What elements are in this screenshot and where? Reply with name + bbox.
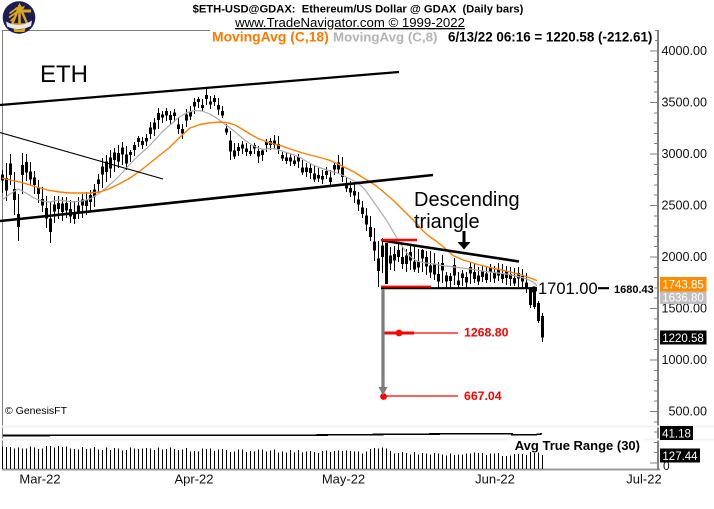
svg-text:127.44: 127.44 [662, 451, 698, 463]
svg-text:3000.00: 3000.00 [661, 147, 707, 161]
svg-text:© GenesisFT: © GenesisFT [5, 405, 68, 417]
svg-text:667.04: 667.04 [464, 389, 502, 403]
svg-text:ETH: ETH [40, 61, 88, 88]
svg-text:Apr-22: Apr-22 [174, 472, 213, 487]
svg-text:500.00: 500.00 [668, 405, 707, 419]
svg-text:1000.00: 1000.00 [661, 353, 707, 367]
svg-text:Jun-22: Jun-22 [475, 472, 515, 487]
svg-text:MovingAvg (C,18): MovingAvg (C,18) [212, 29, 329, 45]
svg-text:0: 0 [663, 459, 670, 473]
svg-text:1636.80: 1636.80 [662, 293, 704, 305]
svg-text:May-22: May-22 [322, 472, 365, 487]
svg-text:Avg True Range (30): Avg True Range (30) [515, 438, 640, 453]
svg-text:triangle: triangle [414, 211, 480, 233]
svg-text:Descending: Descending [414, 189, 520, 211]
svg-text:1743.85: 1743.85 [662, 280, 704, 292]
svg-text:6/13/22 06:16 = 1220.58 (-212.: 6/13/22 06:16 = 1220.58 (-212.61) [448, 30, 652, 45]
svg-text:1268.80: 1268.80 [464, 326, 509, 340]
svg-text:41.18: 41.18 [662, 429, 691, 441]
svg-text:4000.00: 4000.00 [661, 44, 707, 58]
svg-text:Mar-22: Mar-22 [19, 472, 60, 487]
svg-text:MovingAvg (C,8): MovingAvg (C,8) [333, 30, 437, 45]
svg-text:Jul-22: Jul-22 [626, 472, 661, 487]
svg-text:1220.58: 1220.58 [662, 333, 704, 345]
svg-text:1680.43: 1680.43 [614, 284, 654, 296]
svg-text:1701.00: 1701.00 [538, 280, 598, 298]
svg-text:1500.00: 1500.00 [661, 302, 707, 316]
svg-text:3500.00: 3500.00 [661, 96, 707, 110]
svg-text:2500.00: 2500.00 [661, 199, 707, 213]
svg-text:www.TradeNavigator.com © 1999-: www.TradeNavigator.com © 1999-2022 [234, 15, 465, 30]
svg-text:$ETH-USD@GDAX: Ethereum/US Do: $ETH-USD@GDAX: Ethereum/US Dollar @ GDAX… [193, 4, 524, 16]
svg-text:2000.00: 2000.00 [661, 250, 707, 264]
